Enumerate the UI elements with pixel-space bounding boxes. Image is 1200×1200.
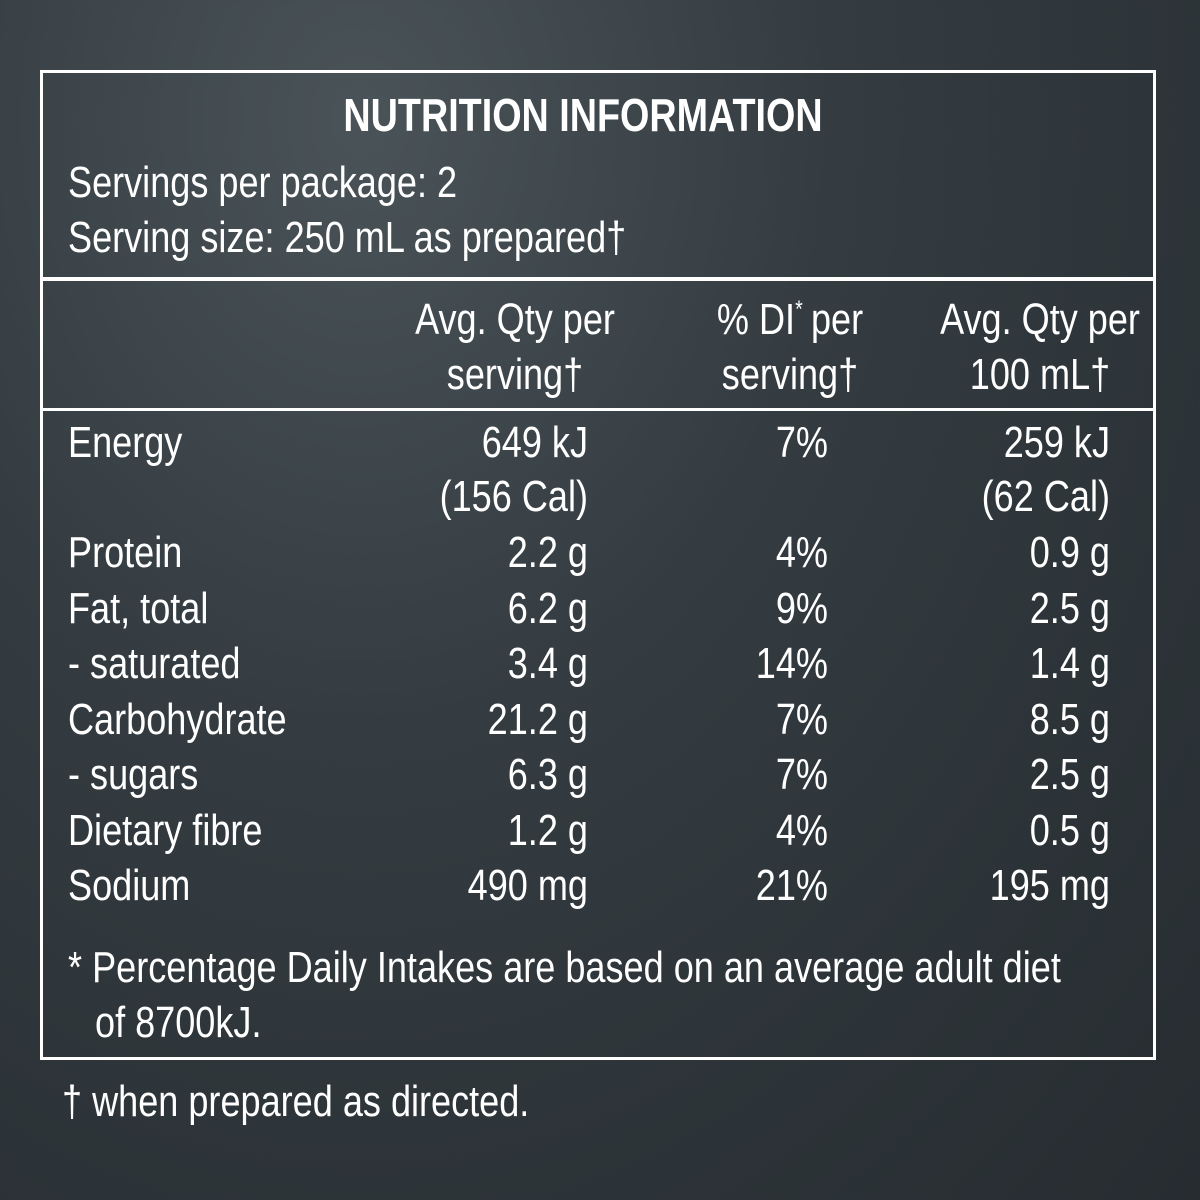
footnote: of 8700kJ. xyxy=(95,998,262,1047)
nutrient-value: 9% xyxy=(775,583,828,633)
nutrient-value: 21.2 g xyxy=(487,694,588,744)
nutrient-name: Protein xyxy=(68,528,183,577)
nutrient-value: 7% xyxy=(775,694,828,744)
nutrient-value: (62 Cal) xyxy=(981,472,1110,521)
nutrient-name: - sugars xyxy=(68,750,199,799)
nutrient-value: 649 kJ xyxy=(481,418,588,467)
serving-size: Serving size: 250 mL as prepared† xyxy=(68,213,627,262)
nutrient-value: 6.2 g xyxy=(507,583,588,633)
nutrient-value: 195 mg xyxy=(989,861,1110,910)
nutrient-name: Fat, total xyxy=(68,583,209,633)
nutrient-value: 21% xyxy=(755,861,828,910)
nutrient-value: 7% xyxy=(775,418,828,467)
nutrient-value: 3.4 g xyxy=(507,639,588,688)
nutrient-value: 0.9 g xyxy=(1029,528,1110,577)
nutrient-value: 2.5 g xyxy=(1029,750,1110,799)
nutrient-value: 8.5 g xyxy=(1029,694,1110,744)
divider xyxy=(40,408,1156,411)
label-frame xyxy=(40,70,1156,1060)
nutrient-name: Dietary fibre xyxy=(68,805,263,855)
nutrient-name: Carbohydrate xyxy=(68,694,287,744)
column-header: serving† xyxy=(446,350,584,399)
footer: † when prepared as directed. xyxy=(62,1077,530,1126)
column-header: Avg. Qty per xyxy=(415,295,615,344)
nutrient-value: 4% xyxy=(775,528,828,577)
title: NUTRITION INFORMATION xyxy=(343,89,823,141)
nutrient-value: 4% xyxy=(775,805,828,855)
nutrient-value: 7% xyxy=(775,750,828,799)
nutrient-value: 14% xyxy=(755,639,828,688)
header-part: * xyxy=(795,296,803,323)
nutrient-name: Energy xyxy=(68,418,183,467)
nutrient-value: 259 kJ xyxy=(1003,418,1110,467)
column-header: 100 mL† xyxy=(969,350,1111,399)
nutrient-value: 1.2 g xyxy=(507,805,588,855)
header-part: per xyxy=(810,295,864,344)
header-part: % DI xyxy=(716,295,796,344)
footnote: * Percentage Daily Intakes are based on … xyxy=(68,943,1061,992)
nutrient-name: Sodium xyxy=(68,861,191,910)
servings: Servings per package: 2 xyxy=(68,158,458,207)
nutrient-value: 1.4 g xyxy=(1029,639,1110,688)
nutrient-value: 2.5 g xyxy=(1029,583,1110,633)
nutrient-value: (156 Cal) xyxy=(439,472,588,521)
column-header: % DI* per xyxy=(544,295,1036,345)
nutrient-value: 0.5 g xyxy=(1029,805,1110,855)
nutrient-value: 490 mg xyxy=(467,861,588,910)
divider xyxy=(40,277,1156,281)
nutrient-value: 6.3 g xyxy=(507,750,588,799)
nutrient-name: - saturated xyxy=(68,639,241,688)
column-header: Avg. Qty per xyxy=(940,295,1140,344)
column-header: serving† xyxy=(721,350,859,399)
nutrient-value: 2.2 g xyxy=(507,528,588,577)
